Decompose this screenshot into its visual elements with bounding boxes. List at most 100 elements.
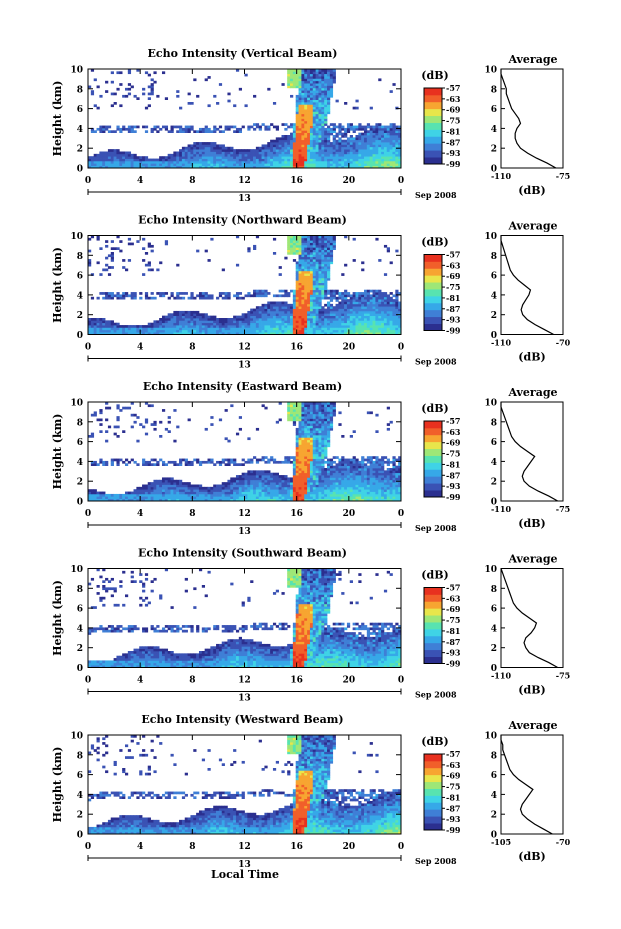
heatmap-cell	[204, 144, 208, 148]
heatmap-cell	[389, 315, 393, 319]
heatmap-cell	[292, 318, 297, 321]
heatmap-cell	[338, 153, 342, 157]
heatmap-cell	[250, 472, 254, 476]
y-tick-label: 8	[77, 85, 83, 95]
heatmap-cell	[295, 123, 299, 126]
heatmap-cell	[244, 479, 248, 483]
heatmap-cell	[318, 285, 322, 288]
heatmap-cell	[321, 120, 325, 124]
heatmap-cell	[398, 156, 402, 159]
heatmap-cell	[238, 329, 243, 333]
heatmap-cell	[130, 332, 134, 335]
heatmap-cell	[193, 130, 197, 133]
heatmap-cell	[247, 160, 251, 164]
heatmap-cell	[107, 160, 112, 164]
heatmap-cell	[267, 144, 271, 148]
heatmap-cell	[304, 135, 308, 138]
heatmap-cell	[395, 142, 399, 145]
heatmap-cell	[386, 165, 390, 169]
heatmap-cell	[210, 460, 214, 464]
heatmap-cell	[369, 151, 373, 155]
heatmap-cell	[304, 463, 308, 466]
heatmap-cell	[309, 125, 314, 129]
heatmap-cell	[161, 158, 166, 162]
heatmap-cell	[161, 125, 166, 129]
heatmap-cell	[264, 327, 268, 331]
heatmap-cell	[233, 477, 237, 481]
heatmap-cell	[349, 332, 353, 335]
heatmap-cell	[386, 149, 390, 152]
heatmap-cell	[247, 149, 251, 152]
heatmap-cell	[304, 479, 308, 483]
heatmap-cell	[190, 318, 194, 321]
heatmap-cell	[201, 313, 206, 316]
heatmap-cell	[361, 125, 365, 129]
heatmap-cell	[218, 489, 223, 492]
heatmap-cell	[235, 489, 240, 492]
heatmap-cell	[139, 423, 143, 426]
heatmap-cell	[318, 240, 322, 243]
heatmap-cell	[284, 137, 288, 141]
heatmap-cell	[272, 479, 277, 483]
heatmap-cell	[241, 486, 245, 490]
heatmap-cell	[230, 318, 234, 321]
heatmap-cell	[349, 151, 353, 155]
heatmap-cell	[312, 280, 316, 283]
heatmap-cell	[150, 165, 154, 169]
heatmap-cell	[184, 332, 188, 335]
heatmap-cell	[267, 460, 271, 464]
heatmap-cell	[304, 259, 308, 262]
heatmap-cell	[312, 85, 316, 89]
heatmap-cell	[346, 125, 351, 129]
heatmap-cell	[295, 116, 299, 119]
heatmap-cell	[210, 146, 214, 150]
heatmap-cell	[253, 123, 257, 126]
heatmap-cell	[355, 125, 359, 129]
heatmap-cell	[281, 491, 285, 495]
heatmap-cell	[324, 294, 328, 298]
heatmap-cell	[324, 315, 328, 319]
heatmap-cell	[309, 137, 314, 141]
heatmap-cell	[164, 479, 169, 483]
heatmap-cell	[321, 146, 325, 150]
heatmap-cell	[301, 76, 305, 79]
heatmap-cell	[335, 329, 339, 333]
heatmap-cell	[270, 313, 274, 316]
colorbar-swatch	[424, 94, 442, 103]
heatmap-cell	[161, 322, 166, 326]
heatmap-cell	[327, 327, 331, 331]
heatmap-cell	[161, 329, 166, 333]
heatmap-cell	[324, 160, 328, 164]
heatmap-cell	[267, 163, 271, 166]
heatmap-cell	[233, 493, 237, 497]
heatmap-cell	[318, 472, 322, 476]
heatmap-cell	[255, 123, 260, 126]
heatmap-cell	[105, 292, 109, 295]
heatmap-cell	[181, 322, 186, 326]
heatmap-cell	[272, 472, 277, 476]
heatmap-cell	[349, 149, 353, 152]
heatmap-cell	[235, 127, 240, 131]
heatmap-cell	[161, 496, 166, 499]
heatmap-cell	[335, 320, 339, 324]
heatmap-cell	[110, 458, 114, 462]
heatmap-cell	[341, 153, 345, 157]
heatmap-cell	[133, 130, 137, 133]
heatmap-cell	[332, 315, 336, 319]
heatmap-cell	[335, 142, 339, 145]
heatmap-cell	[332, 292, 336, 295]
heatmap-cell	[318, 275, 322, 279]
heatmap-cell	[361, 292, 365, 295]
heatmap-cell	[238, 484, 243, 488]
heatmap-cell	[193, 322, 197, 326]
heatmap-cell	[309, 263, 314, 267]
heatmap-cell	[156, 482, 160, 485]
heatmap-cell	[184, 149, 188, 152]
heatmap-cell	[372, 332, 376, 335]
heatmap-cell	[309, 496, 314, 499]
heatmap-cell	[99, 125, 103, 129]
heatmap-cell	[295, 73, 299, 77]
heatmap-cell	[204, 332, 208, 335]
heatmap-cell	[346, 294, 351, 298]
heatmap-cell	[318, 477, 322, 481]
